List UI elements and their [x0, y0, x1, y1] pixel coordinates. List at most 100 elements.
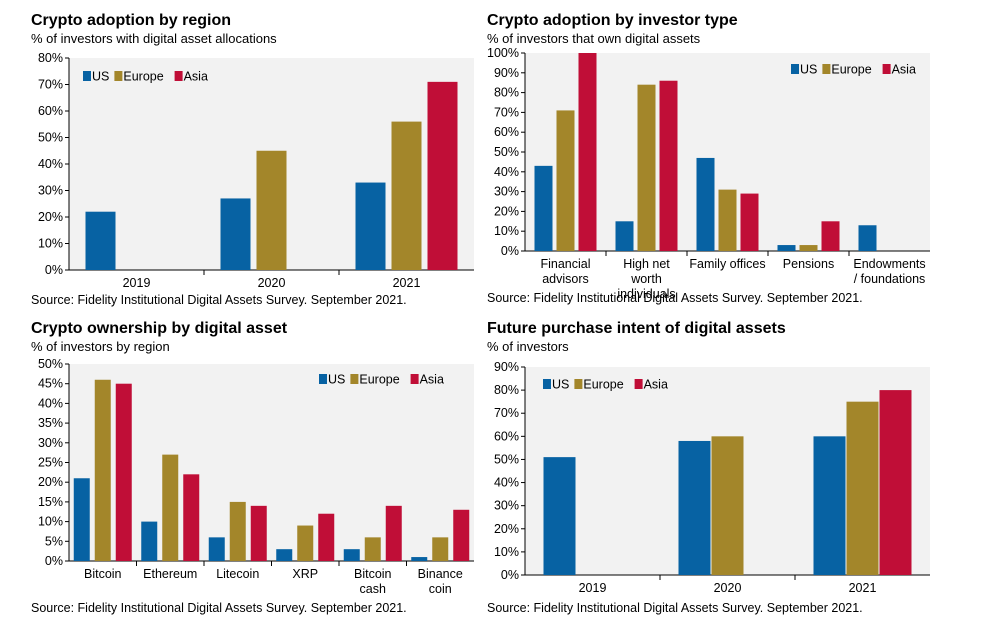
x-tick-label: Litecoin	[216, 567, 259, 581]
legend-label-asia: Asia	[892, 63, 916, 77]
chart-subtitle: % of investors with digital asset alloca…	[31, 31, 277, 46]
bar-us	[696, 157, 715, 251]
bar-us	[73, 478, 90, 561]
bar-us	[858, 225, 877, 251]
chart-panel-investor-type: Crypto adoption by investor type % of in…	[487, 12, 942, 312]
y-tick-label: 80%	[494, 383, 519, 397]
x-tick-label: coin	[429, 582, 452, 596]
chart-title: Crypto adoption by region	[31, 12, 231, 29]
bar-asia	[115, 383, 132, 561]
x-tick-label: 2020	[258, 276, 286, 290]
y-tick-label: 20%	[38, 210, 63, 224]
bar-asia	[453, 509, 470, 561]
bar-us	[411, 557, 428, 561]
legend-swatch-asia	[410, 374, 419, 384]
x-tick-label: Family offices	[689, 257, 765, 271]
bar-asia	[578, 53, 597, 251]
x-tick-label: Pensions	[783, 257, 834, 271]
x-tick-label: 2019	[579, 581, 607, 595]
legend-swatch-europe	[114, 71, 123, 81]
legend-swatch-asia	[174, 71, 183, 81]
bar-asia	[740, 193, 759, 251]
y-tick-label: 0%	[501, 568, 519, 582]
legend-label-europe: Europe	[123, 70, 163, 84]
x-tick-label: individuals	[617, 287, 675, 301]
y-tick-label: 40%	[38, 396, 63, 410]
x-tick-label: cash	[360, 582, 386, 596]
chart-panel-purchase-intent: Future purchase intent of digital assets…	[487, 320, 942, 620]
y-tick-label: 30%	[38, 436, 63, 450]
y-tick-label: 45%	[38, 377, 63, 391]
bar-chart-region: 0% 10% 20% 30% 40% 50% 60% 70% 80% 2019 2020 2021 US…	[38, 51, 474, 290]
bar-us	[208, 537, 225, 561]
y-tick-label: 100%	[487, 46, 519, 60]
bar-us	[276, 549, 293, 561]
x-tick-label: Bitcoin	[354, 567, 392, 581]
x-tick-label: Financial	[540, 257, 590, 271]
legend-label-us: US	[92, 70, 109, 84]
y-tick-label: 5%	[45, 534, 63, 548]
x-tick-label: 2021	[393, 276, 421, 290]
legend-label-asia: Asia	[420, 373, 444, 387]
y-tick-label: 0%	[45, 554, 63, 568]
bar-europe	[229, 501, 246, 561]
y-tick-label: 30%	[494, 499, 519, 513]
chart-title: Future purchase intent of digital assets	[487, 320, 786, 337]
x-tick-label: / foundations	[854, 272, 926, 286]
y-tick-label: 40%	[494, 476, 519, 490]
bar-asia	[250, 505, 267, 561]
x-tick-label: 2021	[849, 581, 877, 595]
bar-us	[813, 436, 846, 575]
bar-asia	[318, 513, 335, 561]
y-tick-label: 40%	[494, 165, 519, 179]
legend-label-europe: Europe	[583, 378, 623, 392]
bar-europe	[556, 110, 575, 251]
y-tick-label: 30%	[494, 185, 519, 199]
plot-area	[69, 364, 474, 561]
bar-us	[777, 245, 796, 251]
legend-swatch-us	[791, 64, 799, 74]
bar-asia	[427, 81, 458, 270]
y-tick-label: 20%	[494, 522, 519, 536]
y-tick-label: 25%	[38, 456, 63, 470]
bar-us	[85, 211, 116, 270]
bar-chart-purchase-intent: 0% 10% 20% 30% 40% 50% 60% 70% 80% 90% 2019 2020 202…	[494, 360, 930, 595]
legend-label-europe: Europe	[831, 63, 871, 77]
bar-europe	[711, 436, 744, 575]
y-tick-label: 50%	[38, 131, 63, 145]
y-tick-label: 70%	[494, 406, 519, 420]
bar-us	[220, 198, 251, 270]
bar-us	[343, 549, 360, 561]
y-tick-label: 60%	[494, 125, 519, 139]
y-tick-label: 15%	[38, 495, 63, 509]
bar-asia	[659, 80, 678, 251]
y-tick-label: 20%	[38, 475, 63, 489]
x-tick-label: worth	[630, 272, 662, 286]
chart-subtitle: % of investors by region	[31, 339, 170, 354]
bar-asia	[183, 474, 200, 561]
x-tick-label: XRP	[292, 567, 318, 581]
legend-swatch-europe	[350, 374, 359, 384]
chart-panel-digital-asset: Crypto ownership by digital asset % of i…	[31, 320, 476, 620]
legend-label-us: US	[552, 378, 569, 392]
bar-chart-digital-asset: 0% 5% 10% 15% 20% 25% 30% 35% 40% 45% 50% Bitcoin Et…	[38, 357, 474, 596]
y-tick-label: 10%	[38, 515, 63, 529]
y-tick-label: 10%	[494, 545, 519, 559]
y-tick-label: 50%	[38, 357, 63, 371]
y-tick-label: 35%	[38, 416, 63, 430]
y-tick-label: 0%	[45, 263, 63, 277]
bar-chart-investor-type: 0% 10% 20% 30% 40% 50% 60% 70% 80% 90% 100% Financi…	[487, 46, 930, 301]
chart-title: Crypto adoption by investor type	[487, 12, 738, 29]
x-tick-label: High net	[623, 257, 670, 271]
y-tick-label: 70%	[494, 105, 519, 119]
legend-label-asia: Asia	[644, 378, 668, 392]
chart-subtitle: % of investors	[487, 339, 569, 354]
legend-swatch-asia	[634, 379, 643, 389]
bar-europe	[297, 525, 314, 561]
y-tick-label: 60%	[38, 104, 63, 118]
y-tick-label: 60%	[494, 429, 519, 443]
bar-europe	[846, 401, 879, 575]
bar-asia	[879, 390, 912, 575]
chart-source: Source: Fidelity Institutional Digital A…	[31, 601, 407, 615]
y-tick-label: 80%	[494, 86, 519, 100]
